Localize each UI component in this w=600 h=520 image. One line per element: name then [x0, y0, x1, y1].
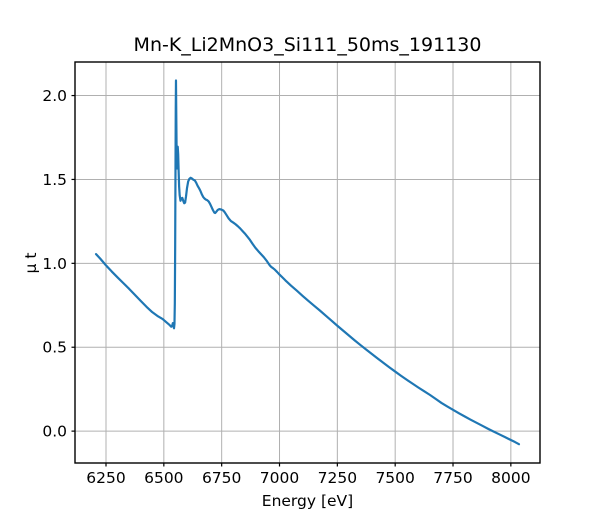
x-tick-label: 7750 — [433, 469, 472, 487]
x-tick-label: 6250 — [86, 469, 125, 487]
plot-border — [74, 61, 541, 464]
y-axis-label: μ t — [22, 253, 40, 274]
x-tick-label: 7000 — [260, 469, 299, 487]
y-tick-label: 0.5 — [42, 339, 67, 357]
axis-ticks: 6250 6500 6750 7000 7250 7500 7750 8000 0.0 0.5 1.… — [42, 87, 530, 487]
spectrum-line — [94, 79, 521, 446]
x-axis-label: Energy [eV] — [262, 492, 353, 510]
x-tick-label: 8000 — [491, 469, 530, 487]
spectrum-line-layer — [94, 79, 521, 446]
y-tick-label: 1.5 — [42, 171, 67, 189]
chart-title: Mn-K_Li2MnO3_Si111_50ms_191130 — [134, 34, 482, 56]
x-tick-label: 6500 — [144, 469, 183, 487]
y-tick-label: 2.0 — [42, 87, 67, 105]
y-tick-label: 1.0 — [42, 255, 67, 273]
x-tick-label: 6750 — [202, 469, 241, 487]
x-tick-label: 7500 — [375, 469, 414, 487]
grid-lines — [75, 62, 540, 463]
x-tick-label: 7250 — [318, 469, 357, 487]
y-tick-label: 0.0 — [42, 423, 67, 441]
